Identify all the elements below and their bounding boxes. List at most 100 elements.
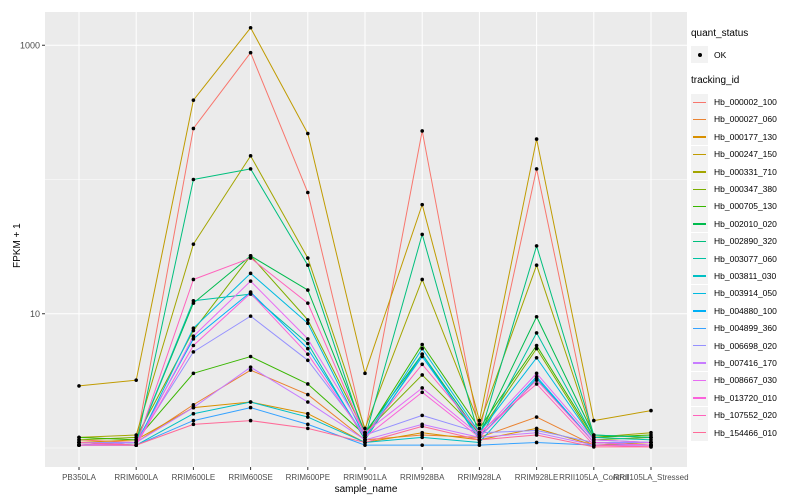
data-point (191, 418, 196, 423)
line-swatch-icon (691, 389, 708, 407)
data-point (191, 402, 196, 407)
data-point (649, 440, 653, 445)
data-point (191, 411, 196, 416)
x-tick-label: RRIM928BA (400, 473, 445, 482)
line-swatch-icon (691, 250, 708, 268)
x-tick-label: RRIM600LE (172, 473, 216, 482)
data-point (248, 405, 253, 410)
legend-entry-label: Hb_008667_030 (714, 375, 777, 386)
legend-entry: Hb_013720_010 (691, 389, 799, 407)
data-point (363, 443, 367, 447)
data-point (248, 400, 253, 404)
data-point (420, 362, 425, 367)
data-point (534, 382, 539, 386)
data-point (420, 430, 425, 435)
legend-entry-label: Hb_000331_710 (714, 166, 777, 177)
data-point (191, 242, 196, 246)
data-point (534, 343, 539, 348)
data-point (248, 25, 253, 30)
data-point (592, 445, 596, 449)
data-point (248, 50, 253, 55)
line-swatch-icon (691, 406, 708, 424)
data-point (248, 256, 253, 260)
data-point (77, 435, 81, 440)
data-point (420, 342, 425, 347)
data-point (134, 440, 138, 445)
line-swatch-icon (691, 284, 708, 302)
legend-entry-label: Hb_000027_060 (714, 114, 777, 125)
legend-entry: Hb_006698_020 (691, 337, 799, 355)
x-tick-label: RRII105LA_Control (559, 473, 629, 482)
line-swatch-icon (691, 110, 708, 128)
line-swatch-icon (691, 145, 708, 163)
data-point (191, 343, 196, 348)
data-point (306, 358, 310, 363)
data-point (77, 443, 81, 447)
point-marker-icon (691, 46, 708, 64)
data-point (191, 405, 196, 410)
legend-entry-label: Hb_000177_130 (714, 131, 777, 142)
data-point (191, 98, 196, 102)
line-swatch-icon (691, 215, 708, 233)
data-point (649, 445, 653, 449)
data-point (363, 371, 367, 376)
x-tick-label: RRII105LA_Stressed (613, 473, 688, 482)
legend-entry: Hb_007416_170 (691, 354, 799, 372)
legend-entry: Hb_003811_030 (691, 267, 799, 285)
line-swatch-icon (691, 354, 708, 372)
data-point (420, 232, 425, 237)
data-point (592, 440, 596, 445)
data-point (477, 443, 482, 447)
data-point (420, 443, 425, 447)
data-point (248, 279, 253, 283)
x-tick-label: RRIM901LA (343, 473, 387, 482)
data-point (191, 177, 196, 182)
data-point (477, 438, 482, 442)
data-point (191, 422, 196, 427)
data-point (306, 288, 310, 292)
data-point (592, 435, 596, 440)
data-point (534, 137, 539, 141)
data-point (592, 438, 596, 442)
data-point (477, 418, 482, 423)
x-tick-label: PB350LA (62, 473, 96, 482)
data-point (534, 440, 539, 445)
legend-entry: Hb_002010_020 (691, 215, 799, 233)
data-point (248, 354, 253, 359)
data-point (248, 368, 253, 372)
data-point (248, 154, 253, 158)
legend-title-quant-status: quant_status (691, 28, 749, 39)
x-tick-label: RRIM600SE (228, 473, 272, 482)
legend-entry-ok: OK (691, 46, 799, 64)
legend-entry-label: Hb_002890_320 (714, 236, 777, 247)
data-point (191, 371, 196, 376)
legend-entry: Hb_000002_100 (691, 93, 799, 111)
data-point (534, 314, 539, 319)
legend-entry: Hb_000027_060 (691, 110, 799, 128)
data-point (134, 438, 138, 442)
data-point (534, 244, 539, 248)
data-point (306, 422, 310, 427)
line-swatch-icon (691, 337, 708, 355)
data-point (306, 400, 310, 404)
data-point (420, 354, 425, 359)
x-tick-label: RRIM928LE (515, 473, 559, 482)
data-point (534, 167, 539, 171)
legend-entry-label: Hb_003811_030 (714, 270, 777, 281)
legend-entry: Hb_000247_150 (691, 145, 799, 163)
legend-entry: Hb_003077_060 (691, 250, 799, 268)
data-point (191, 334, 196, 339)
data-point (477, 426, 482, 431)
legend-entry-label: Hb_006698_020 (714, 340, 777, 351)
data-point (306, 411, 310, 416)
line-swatch-icon (691, 424, 708, 441)
data-point (134, 378, 138, 382)
data-point (420, 386, 425, 390)
x-axis-title: sample_name (334, 484, 398, 495)
legend-title-tracking-id: tracking_id (691, 75, 740, 87)
legend-entry: Hb_002890_320 (691, 232, 799, 250)
data-point (248, 314, 253, 318)
data-point (306, 256, 310, 260)
data-point (363, 433, 367, 437)
data-point (420, 413, 425, 418)
